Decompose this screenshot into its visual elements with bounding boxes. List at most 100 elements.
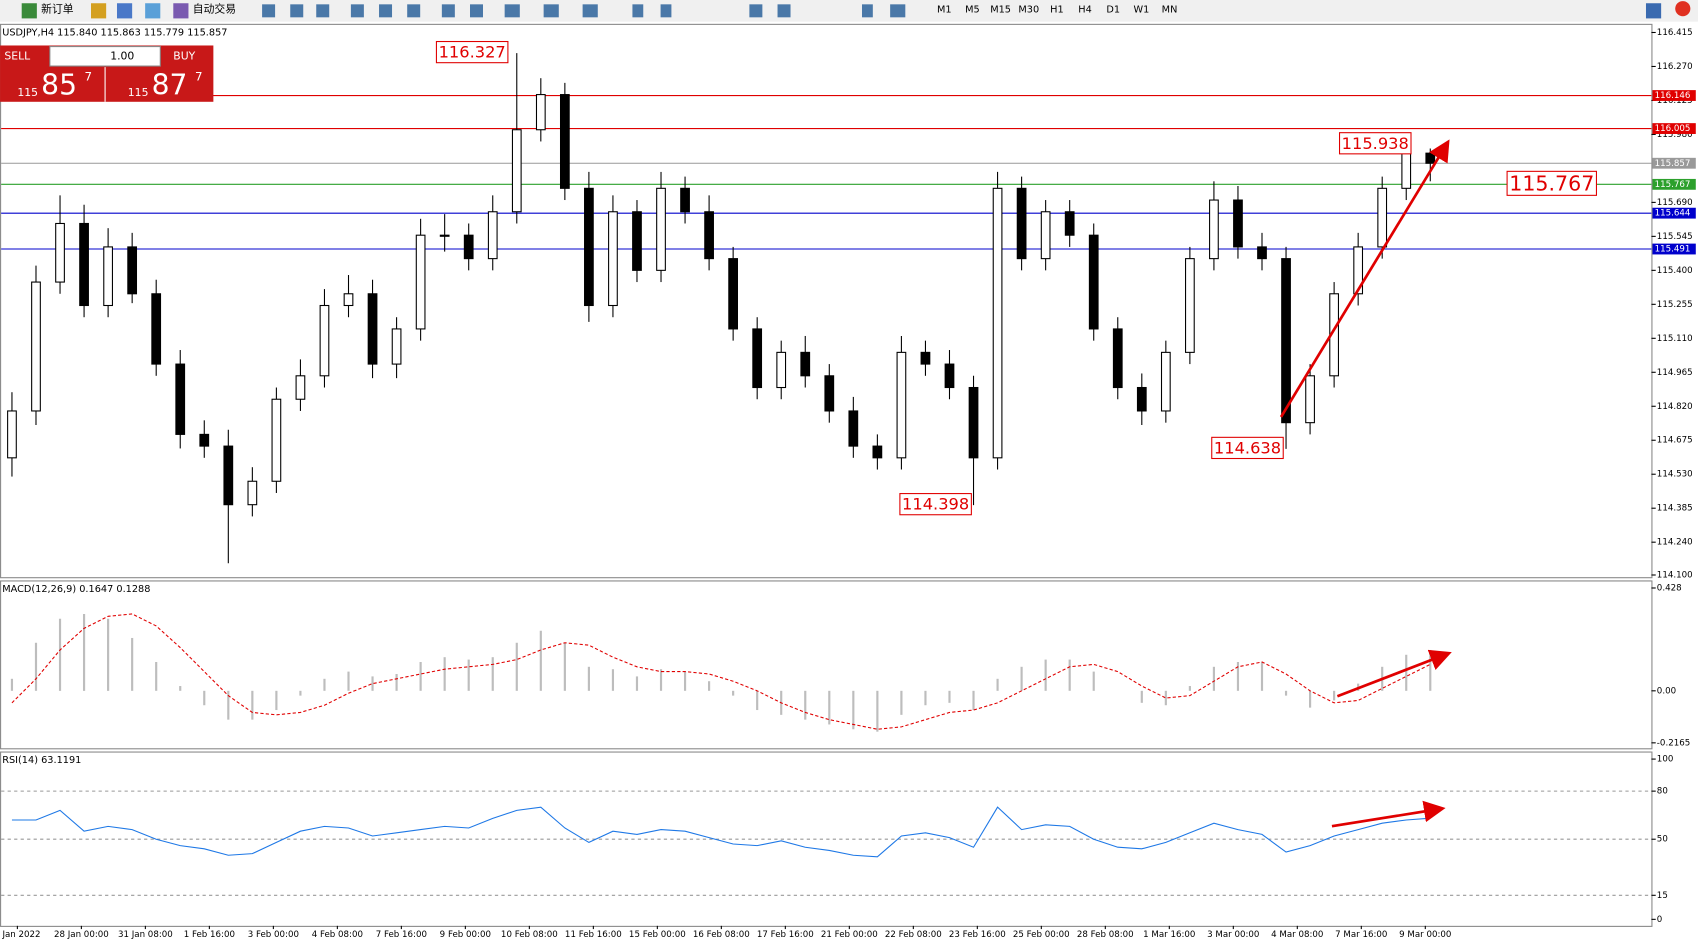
y-tick-label: 100 xyxy=(1657,755,1674,765)
toolbar-icon[interactable] xyxy=(116,3,133,19)
x-tick-label: 5 Jan 2022 xyxy=(0,930,41,940)
sell-price-main[interactable]: 85 xyxy=(41,69,77,102)
panel-title: MACD(12,26,9) 0.1647 0.1288 xyxy=(2,584,150,595)
search-icon[interactable] xyxy=(1645,3,1662,19)
tool-icon[interactable] xyxy=(543,4,559,18)
tool-icon[interactable] xyxy=(632,4,644,18)
candle-body xyxy=(1257,246,1267,260)
y-tick-label: 115.690 xyxy=(1657,198,1693,208)
buy-button[interactable]: BUY xyxy=(173,49,195,62)
timeframe-button[interactable]: D1 xyxy=(1106,5,1120,16)
new-order-button[interactable]: 新订单 xyxy=(41,2,74,16)
candle-body xyxy=(271,398,282,482)
candle-body xyxy=(1040,211,1051,260)
timeframe-button[interactable]: M1 xyxy=(937,5,952,16)
annotation-box xyxy=(899,493,972,516)
timeframe-button[interactable]: H1 xyxy=(1050,5,1064,16)
trade-panel: SELL 1.00 BUY 115 85 7 115 87 7 xyxy=(0,45,214,102)
candle-body xyxy=(247,480,258,506)
x-tick-label: 28 Jan 00:00 xyxy=(54,930,109,940)
annotation-box xyxy=(1338,132,1412,155)
x-tick-label: 1 Feb 16:00 xyxy=(184,930,235,940)
tool-icon[interactable] xyxy=(441,4,455,18)
x-tick-label: 22 Feb 08:00 xyxy=(885,930,942,940)
candle-body xyxy=(151,293,162,365)
candle-body xyxy=(584,187,594,307)
tool-icon[interactable] xyxy=(290,4,304,18)
signal-line xyxy=(11,613,1431,730)
x-tick-label: 25 Feb 00:00 xyxy=(1013,930,1070,940)
x-tick-label: 3 Mar 00:00 xyxy=(1207,930,1259,940)
auto-trading-icon[interactable] xyxy=(173,3,189,19)
lots-input[interactable] xyxy=(49,46,161,67)
y-tick-label: 80 xyxy=(1657,787,1668,797)
x-tick-label: 28 Feb 08:00 xyxy=(1077,930,1134,940)
auto-trading-button[interactable]: 自动交易 xyxy=(193,2,236,16)
candle-body xyxy=(776,351,787,389)
tool-icon[interactable] xyxy=(582,4,598,18)
sell-price-prefix[interactable]: 115 xyxy=(17,86,38,99)
tool-icon[interactable] xyxy=(407,4,421,18)
sell-price-pip[interactable]: 7 xyxy=(85,69,93,83)
tool-icon[interactable] xyxy=(262,4,276,18)
tool-icon[interactable] xyxy=(861,4,873,18)
candle-body xyxy=(1305,375,1315,424)
candle-body xyxy=(1281,258,1291,424)
candle-body xyxy=(367,293,378,365)
tool-icon[interactable] xyxy=(890,4,906,18)
candle-body xyxy=(31,281,41,412)
x-tick-label: 31 Jan 08:00 xyxy=(118,930,173,940)
candle-body xyxy=(1016,187,1027,260)
tool-icon[interactable] xyxy=(379,4,393,18)
x-tick-label: 9 Feb 00:00 xyxy=(440,930,491,940)
candle-body xyxy=(1233,199,1243,248)
candle-body xyxy=(295,375,306,400)
y-tick-label: 116.125 xyxy=(1657,96,1693,106)
buy-price-prefix[interactable]: 115 xyxy=(128,86,149,99)
price-callout: 115.767 xyxy=(1509,171,1594,195)
tool-icon[interactable] xyxy=(316,4,330,18)
candle-body xyxy=(752,328,763,389)
candle-body xyxy=(656,187,666,271)
price-level-label: 115.644 xyxy=(1655,209,1691,219)
tool-icon[interactable] xyxy=(777,4,791,18)
plots: USDJPY,H4 115.840 115.863 115.779 115.85… xyxy=(0,27,1696,940)
candle-body xyxy=(944,363,955,389)
sell-button[interactable]: SELL xyxy=(4,49,30,62)
candle-body xyxy=(1353,246,1364,295)
trend-arrow xyxy=(1331,800,1446,828)
candle-body xyxy=(824,375,835,412)
lots-value[interactable]: 1.00 xyxy=(110,49,134,62)
callout-box xyxy=(1506,170,1597,196)
y-tick-label: 0 xyxy=(1657,915,1663,925)
candle-body xyxy=(1088,234,1099,330)
toolbar-icon[interactable] xyxy=(91,3,107,19)
buy-price-main[interactable]: 87 xyxy=(152,69,188,102)
timeframe-button[interactable]: W1 xyxy=(1133,5,1149,16)
timeframe-button[interactable]: M30 xyxy=(1018,5,1039,16)
buy-price-pip[interactable]: 7 xyxy=(195,69,203,83)
tool-icon[interactable] xyxy=(470,4,483,18)
rsi-line xyxy=(11,806,1431,858)
y-tick-label: 115.545 xyxy=(1657,232,1693,242)
candle-body xyxy=(872,445,883,459)
tool-icon[interactable] xyxy=(749,4,763,18)
tool-icon[interactable] xyxy=(350,4,364,18)
candle-body xyxy=(1160,351,1171,412)
tool-icon[interactable] xyxy=(660,4,672,18)
new-order-icon[interactable] xyxy=(21,3,37,19)
notification-badge[interactable] xyxy=(1675,1,1691,17)
y-tick-label: 114.675 xyxy=(1657,436,1693,446)
toolbar-icon[interactable] xyxy=(145,3,161,19)
price-level-tag xyxy=(1652,90,1696,101)
timeframe-button[interactable]: H4 xyxy=(1078,5,1092,16)
timeframe-button[interactable]: M5 xyxy=(965,5,980,16)
timeframe-button[interactable]: MN xyxy=(1162,5,1178,16)
y-tick-label: 115.400 xyxy=(1657,266,1693,276)
timeframe-button[interactable]: M15 xyxy=(990,5,1011,16)
candle-body xyxy=(632,211,642,271)
tool-icon[interactable] xyxy=(504,4,520,18)
price-level-label: 115.767 xyxy=(1655,180,1691,190)
price-annotation: 116.327 xyxy=(439,43,506,62)
candle-body xyxy=(704,211,714,260)
